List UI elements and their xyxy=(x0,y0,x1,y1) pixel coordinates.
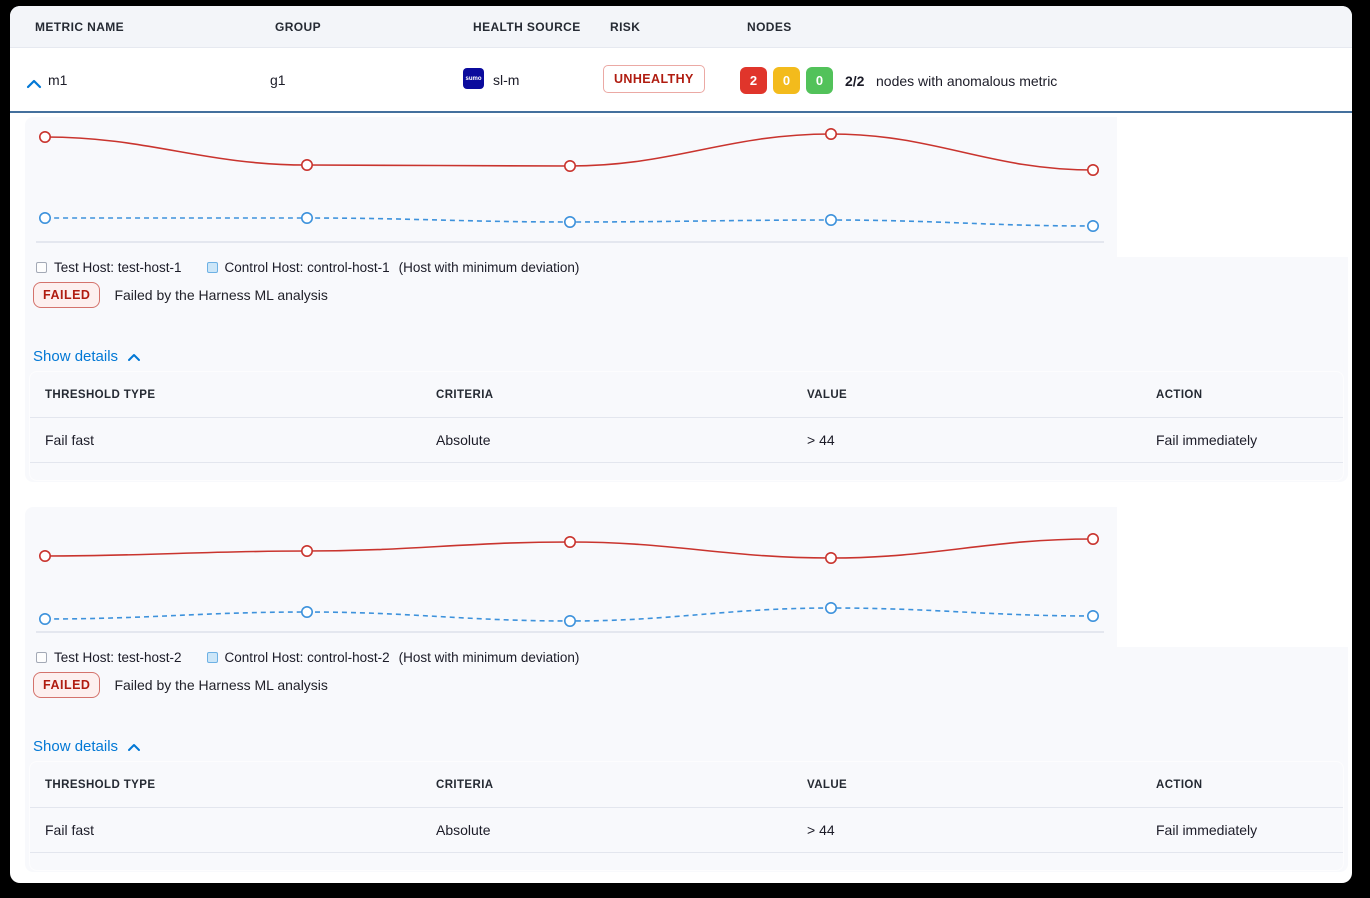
table-header: METRIC NAME GROUP HEALTH SOURCE RISK NOD… xyxy=(10,6,1352,48)
metric-comparison-chart[interactable] xyxy=(25,117,1117,257)
criteria-value: Absolute xyxy=(436,432,491,448)
value-value: > 44 xyxy=(807,822,835,838)
host-analysis-section: Test Host: test-host-2 Control Host: con… xyxy=(25,507,1348,872)
legend-item-test-host[interactable]: Test Host: test-host-2 xyxy=(36,650,182,665)
analysis-status-row: FAILED Failed by the Harness ML analysis xyxy=(33,672,328,698)
action-value: Fail immediately xyxy=(1156,432,1258,448)
chevron-up-icon xyxy=(128,354,141,361)
metric-group: g1 xyxy=(270,72,286,88)
criteria-value: Absolute xyxy=(436,822,491,838)
anomalous-nodes-summary: nodes with anomalous metric xyxy=(876,73,1058,89)
col-value: VALUE xyxy=(807,778,848,791)
threshold-type-value: Fail fast xyxy=(45,822,95,838)
analysis-status-message: Failed by the Harness ML analysis xyxy=(114,677,328,693)
metric-comparison-chart[interactable] xyxy=(25,507,1117,647)
threshold-details-table: THRESHOLD TYPE CRITERIA VALUE ACTION Fai… xyxy=(29,371,1344,481)
column-header-health-source: HEALTH SOURCE xyxy=(473,20,581,34)
chart-legend: Test Host: test-host-1 Control Host: con… xyxy=(36,260,579,275)
control-host-swatch-icon xyxy=(206,652,218,663)
legend-item-control-host[interactable]: Control Host: control-host-1 xyxy=(206,260,390,275)
col-value: VALUE xyxy=(807,388,848,401)
column-header-group: GROUP xyxy=(275,20,322,34)
table-row: Fail fast Absolute > 44 Fail immediately xyxy=(30,808,1343,853)
host-analysis-section: Test Host: test-host-1 Control Host: con… xyxy=(25,117,1348,482)
col-criteria: CRITERIA xyxy=(436,778,494,791)
minimum-deviation-note: (Host with minimum deviation) xyxy=(398,650,580,665)
column-header-nodes: NODES xyxy=(747,20,792,34)
threshold-details-table: THRESHOLD TYPE CRITERIA VALUE ACTION Fai… xyxy=(29,761,1344,871)
healthy-node-count-badge: 0 xyxy=(806,67,833,94)
metric-row[interactable]: m1 g1 sumo sl-m UNHEALTHY 2 0 0 2/2 node… xyxy=(10,48,1352,113)
analysis-status-message: Failed by the Harness ML analysis xyxy=(114,287,328,303)
legend-item-control-host[interactable]: Control Host: control-host-2 xyxy=(206,650,390,665)
legend-control-host-label: Control Host: control-host-1 xyxy=(224,260,390,275)
health-source-name: sl-m xyxy=(493,72,520,88)
col-action: ACTION xyxy=(1156,388,1203,401)
threshold-type-value: Fail fast xyxy=(45,432,95,448)
failed-status-badge: FAILED xyxy=(33,672,101,698)
legend-test-host-label: Test Host: test-host-1 xyxy=(54,260,182,275)
show-details-label: Show details xyxy=(33,738,119,755)
failed-status-badge: FAILED xyxy=(33,282,101,308)
col-criteria: CRITERIA xyxy=(436,388,494,401)
action-value: Fail immediately xyxy=(1156,822,1258,838)
table-header-row: THRESHOLD TYPE CRITERIA VALUE ACTION xyxy=(30,762,1343,808)
col-threshold-type: THRESHOLD TYPE xyxy=(45,778,156,791)
metric-name: m1 xyxy=(48,72,68,88)
collapse-chevron-icon[interactable] xyxy=(26,76,42,94)
chart-empty-area xyxy=(1117,117,1348,257)
anomalous-nodes-ratio: 2/2 xyxy=(845,73,865,89)
sumo-logic-icon: sumo xyxy=(463,68,484,89)
risk-status-badge: UNHEALTHY xyxy=(603,65,705,93)
value-value: > 44 xyxy=(807,432,835,448)
test-host-swatch-icon xyxy=(36,262,47,273)
chart-empty-area xyxy=(1117,507,1348,647)
show-details-link[interactable]: Show details xyxy=(33,348,141,365)
table-row: Fail fast Absolute > 44 Fail immediately xyxy=(30,418,1343,463)
col-action: ACTION xyxy=(1156,778,1203,791)
table-header-row: THRESHOLD TYPE CRITERIA VALUE ACTION xyxy=(30,372,1343,418)
col-threshold-type: THRESHOLD TYPE xyxy=(45,388,156,401)
control-host-swatch-icon xyxy=(206,262,218,273)
legend-test-host-label: Test Host: test-host-2 xyxy=(54,650,182,665)
show-details-link[interactable]: Show details xyxy=(33,738,141,755)
column-header-metric-name: METRIC NAME xyxy=(35,20,125,34)
column-header-risk: RISK xyxy=(610,20,641,34)
show-details-label: Show details xyxy=(33,348,119,365)
legend-item-test-host[interactable]: Test Host: test-host-1 xyxy=(36,260,182,275)
verification-metrics-panel: METRIC NAME GROUP HEALTH SOURCE RISK NOD… xyxy=(10,6,1352,883)
chevron-up-icon xyxy=(128,744,141,751)
test-host-swatch-icon xyxy=(36,652,47,663)
chart-legend: Test Host: test-host-2 Control Host: con… xyxy=(36,650,579,665)
analysis-status-row: FAILED Failed by the Harness ML analysis xyxy=(33,282,328,308)
unhealthy-node-count-badge: 2 xyxy=(740,67,767,94)
warning-node-count-badge: 0 xyxy=(773,67,800,94)
minimum-deviation-note: (Host with minimum deviation) xyxy=(398,260,580,275)
legend-control-host-label: Control Host: control-host-2 xyxy=(224,650,390,665)
